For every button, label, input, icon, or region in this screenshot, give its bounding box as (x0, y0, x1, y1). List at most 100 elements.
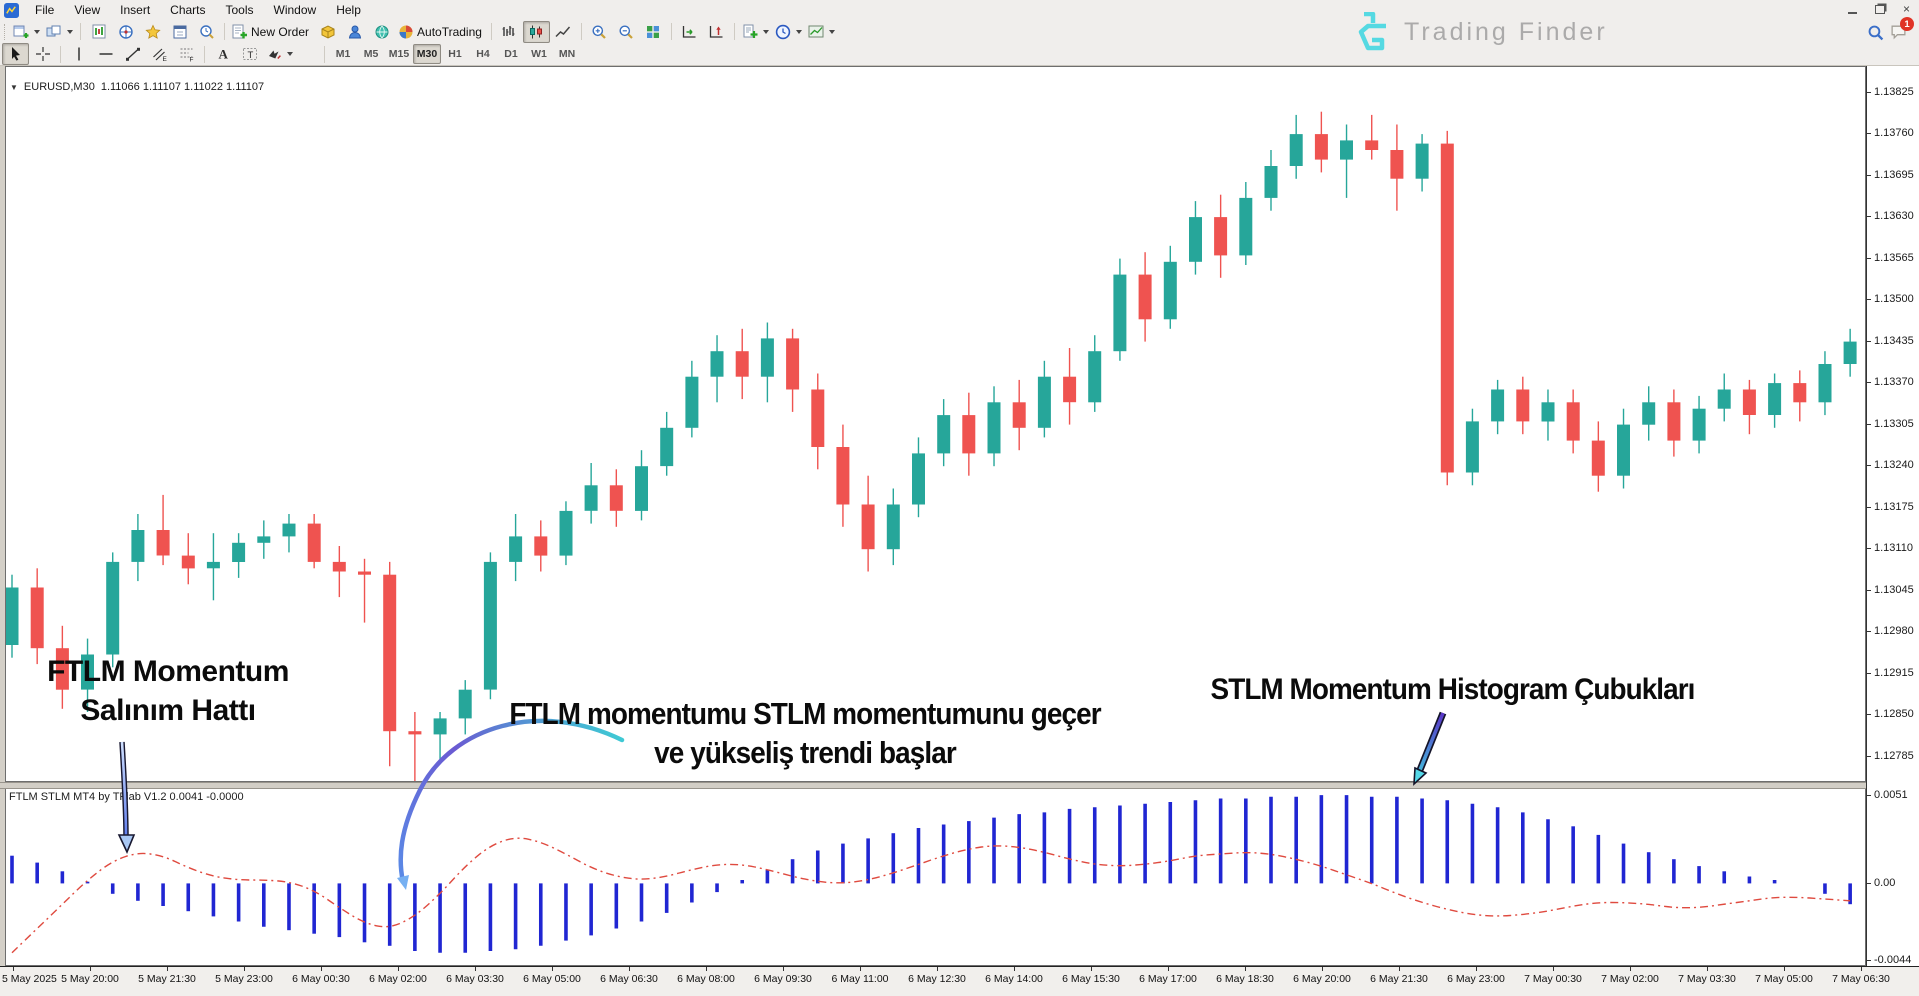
time-tick-label: 7 May 02:00 (1601, 973, 1659, 985)
timeframe-h1[interactable]: H1 (448, 48, 462, 60)
candle-body (861, 504, 875, 550)
annotation-ftlm-line-2: Salınım Hattı (80, 694, 256, 727)
menu-charts[interactable]: Charts (170, 3, 206, 17)
text-label-button[interactable]: T (236, 43, 263, 65)
profiles-caret-icon[interactable] (67, 29, 73, 34)
cursor-button[interactable] (2, 43, 29, 65)
crosshair-button[interactable] (29, 43, 56, 65)
price-tick-label: 1.13435 (1874, 335, 1914, 347)
candle-body (1465, 421, 1479, 473)
time-tick-mark (1553, 967, 1554, 971)
vertical-line-button[interactable] (65, 43, 92, 65)
terminal-button[interactable] (341, 21, 368, 43)
arrows-tool-caret-icon[interactable] (287, 52, 293, 56)
metaeditor-button[interactable] (314, 21, 341, 43)
time-tick-mark (1630, 967, 1631, 971)
indicators-button[interactable] (739, 21, 772, 43)
bar-chart-button[interactable] (496, 21, 523, 43)
menu-file[interactable]: File (35, 3, 55, 17)
fibonacci-button[interactable]: F (173, 43, 200, 65)
time-axis[interactable]: 5 May 2025 5 May 20:00 5 May 21:30 5 May 23… (0, 966, 1919, 996)
periods-caret-icon[interactable] (795, 29, 802, 34)
line-chart-button[interactable] (550, 21, 577, 43)
data-window-button[interactable] (166, 21, 193, 43)
strategy-tester-button[interactable] (193, 21, 220, 43)
arrows-tool-button[interactable] (263, 43, 296, 65)
menu-help[interactable]: Help (336, 3, 361, 17)
notifications-icon[interactable]: 1 (1890, 17, 1914, 45)
time-tick-mark (321, 967, 322, 971)
timeframe-d1[interactable]: D1 (504, 48, 518, 60)
candle-body (483, 561, 497, 690)
periods-button[interactable] (772, 21, 805, 43)
timeframe-m1[interactable]: M1 (335, 48, 351, 60)
candle-body (433, 718, 447, 735)
chart-menu-arrow-icon[interactable]: ▼ (10, 82, 18, 92)
market-globe-button[interactable] (368, 21, 395, 43)
close-button[interactable]: × (1902, 2, 1910, 16)
candle-body (156, 530, 170, 556)
hline-icon (98, 46, 114, 62)
tile-windows-button[interactable] (640, 21, 667, 43)
templates-caret-icon[interactable] (828, 29, 835, 34)
search-icon[interactable] (1867, 24, 1884, 46)
minimize-button[interactable] (1844, 2, 1861, 16)
timeframe-h4[interactable]: H4 (476, 48, 490, 60)
price-tick-mark (1867, 299, 1871, 300)
timeframe-w1[interactable]: W1 (531, 48, 547, 60)
timeframe-m15[interactable]: M15 (388, 48, 410, 60)
price-chart-panel[interactable]: ▼ EURUSD,M30 1.11066 1.11107 1.11022 1.1… (5, 66, 1866, 782)
text-button[interactable]: A (209, 43, 236, 65)
new-chart-caret-icon[interactable] (34, 29, 40, 34)
panel-splitter[interactable] (0, 782, 1919, 789)
candle-body (1340, 140, 1353, 160)
trendline-button[interactable] (119, 43, 146, 65)
candle-body (1314, 134, 1328, 160)
restore-button[interactable] (1871, 2, 1888, 16)
candle-body (358, 571, 371, 575)
chart-shift-button[interactable] (703, 21, 730, 43)
candlestick-chart[interactable] (6, 67, 1865, 781)
menu-view[interactable]: View (74, 3, 101, 17)
new-chart-button[interactable] (10, 21, 43, 43)
toolbar-separator (580, 23, 582, 40)
time-tick-label: 6 May 15:30 (1062, 973, 1120, 985)
price-axis[interactable]: 1.13825 1.13760 1.13695 1.13630 1.13565 1.135… (1866, 66, 1919, 966)
timeframe-mn[interactable]: MN (558, 48, 576, 60)
favorites-button[interactable] (139, 21, 166, 43)
crosshair-icon (35, 46, 51, 62)
metaeditor-icon (320, 24, 336, 40)
timeframe-m5[interactable]: M5 (363, 48, 379, 60)
candle-body (1163, 261, 1177, 320)
zoom-out-button[interactable] (613, 21, 640, 43)
timeframe-m30[interactable]: M30 (413, 44, 441, 64)
price-tick-mark (1867, 590, 1871, 591)
equidistant-channel-button[interactable]: E (146, 43, 173, 65)
time-tick-label: 6 May 14:00 (985, 973, 1043, 985)
menu-window[interactable]: Window (273, 3, 317, 17)
candle-body (1037, 376, 1051, 428)
new-order-button[interactable]: New Order (229, 21, 314, 43)
toolbar-separator (204, 45, 205, 63)
zoom-in-button[interactable] (586, 21, 613, 43)
auto-scroll-button[interactable] (676, 21, 703, 43)
indicator-panel[interactable]: FTLM STLM MT4 by TFlab V1.2 0.0041 -0.00… (5, 789, 1866, 966)
candle-body (1491, 389, 1505, 422)
new-order-icon (232, 24, 248, 40)
autotrading-button[interactable]: AutoTrading (395, 21, 487, 43)
price-tick-mark (1867, 756, 1871, 757)
menu-tools[interactable]: Tools (225, 3, 254, 17)
price-tick-mark (1867, 175, 1871, 176)
indicators-caret-icon[interactable] (762, 29, 769, 34)
candle-body (609, 485, 623, 511)
templates-button[interactable] (805, 21, 838, 43)
annotation-ftlm-line-1: FTLM Momentum (47, 655, 289, 688)
market-watch-button[interactable] (85, 21, 112, 43)
menu-insert[interactable]: Insert (120, 3, 151, 17)
indicator-chart[interactable] (6, 789, 1865, 964)
profiles-button[interactable] (43, 21, 76, 43)
horizontal-line-button[interactable] (92, 43, 119, 65)
price-tick-label: 1.13045 (1874, 584, 1914, 596)
navigator-button[interactable] (112, 21, 139, 43)
candlestick-chart-button[interactable] (522, 20, 550, 43)
